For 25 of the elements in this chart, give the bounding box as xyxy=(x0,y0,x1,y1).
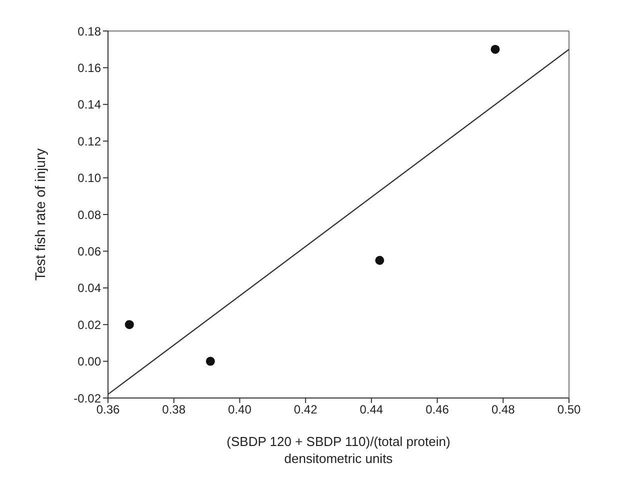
y-tick-label: 0.00 xyxy=(78,354,102,369)
point xyxy=(375,256,384,265)
x-tick-label: 0.40 xyxy=(228,402,252,417)
point xyxy=(124,320,134,330)
y-tick-label: 0.04 xyxy=(78,281,102,296)
x-tick-label: 0.38 xyxy=(162,402,186,417)
y-tick-label: 0.16 xyxy=(78,60,102,75)
y-axis-title: Test fish rate of injury xyxy=(32,148,48,281)
x-tick-label: 0.42 xyxy=(294,402,318,417)
x-tick-label: 0.36 xyxy=(96,402,120,417)
x-tick-label: 0.48 xyxy=(491,402,516,417)
y-tick-label: 0.10 xyxy=(78,171,102,186)
point xyxy=(490,44,500,54)
y-tick-label: 0.02 xyxy=(78,318,102,332)
x-tick-label: 0.50 xyxy=(557,402,581,417)
x-axis-title: (SBDP 120 + SBDP 110)/(total protein) densitometric units xyxy=(226,434,450,466)
y-tick-label: 0.06 xyxy=(78,244,102,258)
y-tick-label: -0.02 xyxy=(74,391,102,406)
y-tick-label: 0.12 xyxy=(78,134,102,148)
y-tick-label: 0.18 xyxy=(78,24,102,38)
y-tick-label: 0.14 xyxy=(78,98,102,112)
y-tick-label: 0.08 xyxy=(78,208,102,222)
x-tick-label: 0.44 xyxy=(360,402,384,417)
x-tick-label: 0.46 xyxy=(426,402,450,417)
point xyxy=(206,356,215,366)
